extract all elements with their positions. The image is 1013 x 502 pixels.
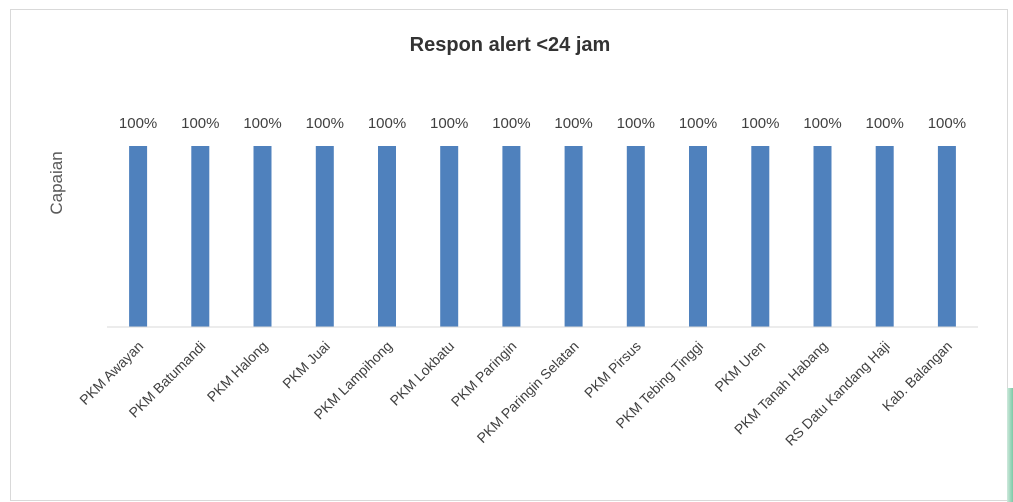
chart-title: Respon alert <24 jam — [410, 34, 611, 56]
bar-12 — [875, 146, 894, 327]
category-label-7: PKM Paringin Selatan — [474, 338, 582, 446]
data-label-12: 100% — [866, 115, 904, 132]
data-label-7: 100% — [554, 115, 592, 132]
category-label-2: PKM Halong — [204, 338, 271, 405]
data-label-2: 100% — [243, 115, 281, 132]
data-label-10: 100% — [741, 115, 779, 132]
data-label-4: 100% — [368, 115, 406, 132]
bar-8 — [626, 146, 645, 327]
data-label-13: 100% — [928, 115, 966, 132]
data-label-0: 100% — [119, 115, 157, 132]
data-label-3: 100% — [306, 115, 344, 132]
bar-5 — [440, 146, 459, 327]
bar-6 — [502, 146, 521, 327]
y-axis-label: Capaian — [47, 151, 66, 214]
category-label-8: PKM Pirsus — [581, 338, 644, 401]
data-label-6: 100% — [492, 115, 530, 132]
category-label-10: PKM Uren — [711, 338, 768, 395]
bars-layer — [129, 146, 956, 327]
bar-7 — [564, 146, 583, 327]
bar-13 — [937, 146, 956, 327]
bar-9 — [689, 146, 707, 327]
data-label-11: 100% — [803, 115, 841, 132]
bar-4 — [378, 146, 396, 327]
side-accent-strip — [1007, 388, 1013, 502]
bar-11 — [813, 146, 832, 327]
data-label-8: 100% — [617, 115, 655, 132]
category-label-12: RS Datu Kandang Haji — [782, 338, 893, 449]
data-labels-layer: 100% 100% 100% 100% 100% 100% 100% 100% 100% 100%… — [119, 115, 966, 132]
bar-2 — [253, 146, 272, 327]
category-label-3: PKM Juai — [279, 338, 333, 392]
data-label-5: 100% — [430, 115, 468, 132]
bar-1 — [191, 146, 210, 327]
bar-0 — [129, 146, 148, 327]
bar-3 — [315, 146, 334, 327]
data-label-1: 100% — [181, 115, 219, 132]
bar-10 — [751, 146, 770, 327]
data-label-9: 100% — [679, 115, 717, 132]
category-label-0: PKM Awayan — [76, 338, 146, 408]
